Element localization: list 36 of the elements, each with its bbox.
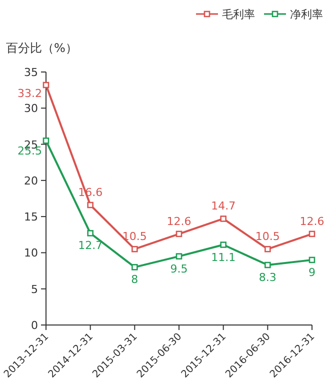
data-label: 10.5 [122,230,147,244]
legend-label: 净利率 [290,8,323,21]
y-axis-title: 百分比（%） [6,41,78,55]
data-label: 12.7 [78,239,103,252]
point [176,230,182,238]
point [87,202,94,208]
data-label: 9.5 [170,262,188,276]
y-tick-label: 10 [24,246,38,260]
y-tick-label: 5 [31,282,38,296]
point [176,253,182,260]
y-tick-label: 30 [24,102,38,116]
point [220,242,226,248]
data-label: 8.3 [258,271,276,284]
legend-label: 毛利率 [222,8,255,21]
data-label: 9 [308,266,316,279]
y-tick-label: 35 [24,66,38,79]
data-label: 12.6 [300,214,324,228]
point [42,138,50,144]
point [308,230,316,238]
data-label: 10.5 [255,230,280,244]
data-label: 14.7 [211,200,236,213]
point [132,246,138,252]
point [220,216,226,222]
point [132,264,138,270]
y-tick-label: 20 [24,174,38,188]
point [87,230,94,236]
data-label: 33.2 [18,87,42,100]
y-tick-label: 15 [24,210,38,224]
y-tick-label: 0 [31,319,38,332]
data-label: 11.1 [211,250,236,264]
point [42,82,50,88]
point [308,256,316,264]
point [264,246,271,252]
data-label: 12.6 [166,214,192,228]
point [264,262,271,268]
data-label: 8 [131,273,138,286]
